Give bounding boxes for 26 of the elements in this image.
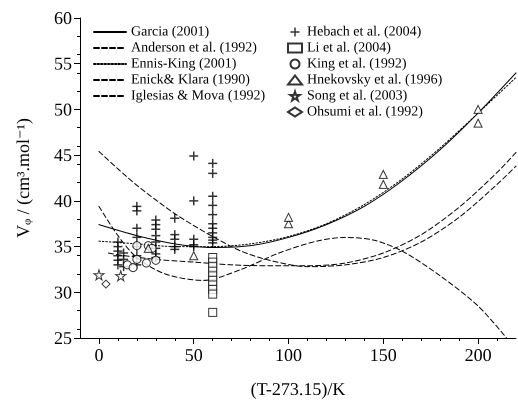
y-tick-label: 60 [54,8,72,28]
y-tick-label: 35 [54,236,72,257]
x-tick-label: 150 [370,345,397,365]
y-tick-label: 40 [54,190,72,211]
legend-label: Garcia (2001) [131,24,210,40]
legend-label: Iglesias & Mova (1992) [131,88,266,104]
y-tick-label: 45 [54,145,72,166]
legend-label: Hebach et al. (2004) [307,24,422,40]
y-tick-label: 55 [54,54,72,74]
legend-label: King et al. (1992) [307,56,407,72]
y-tick-label: 30 [54,282,72,302]
legend-label: Song et al. (2003) [307,88,408,104]
x-axis-title: (T-273.15)/K [250,379,346,399]
legend-label: Ohsumi et al. (1992) [307,104,424,120]
y-axis-title: Vᵩ / (cm³.mol⁻¹) [13,118,33,238]
x-tick-label: 100 [275,345,302,365]
y-tick-label: 25 [54,328,72,348]
x-tick-label: 0 [94,345,104,365]
legend-label: Enick& Klara (1990) [131,72,250,88]
legend-label: Anderson et al. (1992) [131,40,258,56]
legend-label: Li et al. (2004) [307,40,392,56]
legend-label: Ennis-King (2001) [131,56,237,72]
y-tick-label: 50 [54,99,72,120]
legend-label: Hnekovsky et al. (1996) [307,72,443,88]
x-tick-label: 50 [184,345,203,365]
x-tick-label: 200 [464,345,492,365]
